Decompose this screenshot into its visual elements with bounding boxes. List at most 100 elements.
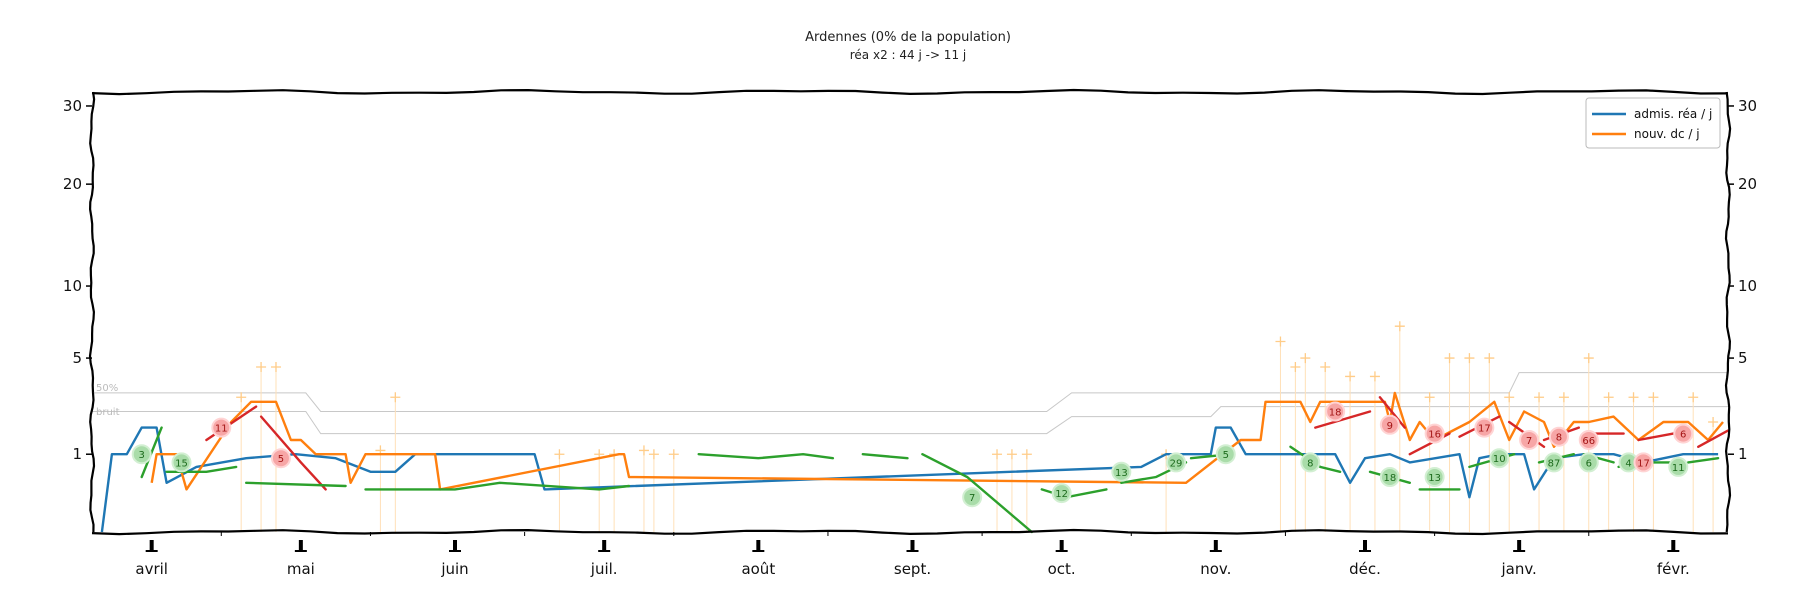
doubling-bubble	[1379, 467, 1400, 487]
legend-label-rea: admis. réa / j	[1634, 107, 1712, 121]
trend-down-segment	[1040, 488, 1108, 499]
daily-dc-marker	[1290, 362, 1301, 372]
chart-title: Ardennes (0% de la population)	[805, 30, 1011, 45]
daily-dc-marker	[1628, 392, 1639, 403]
doubling-bubble	[211, 417, 232, 438]
daily-dc-marker	[668, 449, 679, 460]
daily-dc-marker	[236, 392, 247, 403]
daily-dc-marker	[1424, 392, 1435, 403]
doubling-bubble	[171, 452, 192, 473]
doubling-label: 13	[1115, 468, 1128, 479]
doubling-label: 11	[1672, 463, 1685, 474]
doubling-bubble	[1633, 452, 1654, 473]
doubling-bubble	[1215, 444, 1236, 465]
noise-band-label-noise: bruit	[96, 407, 120, 418]
doubling-label: 16	[1428, 430, 1441, 441]
x-tick-mark	[453, 540, 458, 550]
doubling-bubble	[1578, 452, 1599, 473]
x-tick-mark	[1213, 540, 1218, 550]
daily-dc-marker	[1320, 362, 1331, 372]
doubling-bubble	[1489, 448, 1510, 469]
doubling-label: 66	[1582, 436, 1595, 447]
y-tick-label-right: 10	[1738, 277, 1757, 295]
y-tick-label-left: 20	[63, 175, 82, 193]
axis-right-border	[1724, 91, 1732, 533]
doubling-bubble	[1668, 456, 1689, 477]
doubling-label: 87	[1548, 458, 1561, 469]
trend-down-segment	[1289, 445, 1342, 473]
doubling-bubble	[1379, 414, 1400, 435]
doubling-label: 5	[1223, 450, 1229, 461]
daily-dc-marker	[1648, 392, 1659, 403]
doubling-label: 6	[1586, 458, 1592, 469]
daily-dc-marker	[390, 392, 401, 403]
y-tick-label-left: 10	[63, 277, 82, 295]
doubling-bubble	[1543, 452, 1564, 473]
trend-up-segment	[1314, 410, 1372, 429]
doubling-label: 3	[139, 450, 145, 461]
trend-up-segment	[1637, 432, 1675, 442]
doubling-bubble	[1519, 429, 1540, 450]
doubling-label: 15	[175, 458, 188, 469]
daily-dc-marker	[648, 449, 659, 460]
daily-dc-marker	[1688, 392, 1699, 403]
x-tick-mark	[910, 540, 915, 550]
trend-down-segment	[697, 452, 835, 460]
doubling-bubble	[270, 448, 291, 469]
daily-dc-marker	[1021, 449, 1032, 460]
doubling-label: 7	[1526, 436, 1532, 447]
doubling-bubble	[1300, 452, 1321, 473]
doubling-bubble	[131, 444, 152, 465]
doubling-label: 6	[1680, 430, 1686, 441]
x-tick-label: mai	[287, 560, 315, 578]
daily-dc-marker	[992, 449, 1003, 460]
trend-up-segment	[259, 415, 327, 491]
doubling-label: 18	[1383, 473, 1396, 484]
x-tick-mark	[298, 540, 303, 550]
daily-dc-marker	[1603, 392, 1614, 403]
x-tick-label: oct.	[1048, 560, 1076, 578]
y-tick-label-right: 1	[1738, 445, 1748, 463]
doubling-label: 7	[969, 493, 975, 504]
doubling-bubble	[1325, 401, 1346, 422]
x-tick-mark	[1671, 540, 1676, 550]
doubling-bubble	[1051, 483, 1072, 504]
trend-down-segment	[1687, 457, 1720, 464]
doubling-label: 13	[1428, 473, 1441, 484]
x-tick-mark	[149, 540, 154, 550]
doubling-bubble	[1424, 467, 1445, 487]
doubling-label: 18	[1329, 408, 1342, 419]
daily-dc-marker	[554, 449, 565, 460]
daily-dc-marker	[1369, 371, 1380, 382]
x-tick-mark	[1517, 540, 1522, 550]
doubling-label: 29	[1170, 458, 1183, 469]
x-tick-label: août	[741, 560, 775, 578]
legend-box	[1585, 97, 1721, 149]
doubling-bubble	[1166, 452, 1187, 473]
y-tick-label-left: 5	[72, 349, 82, 367]
doubling-label: 12	[1055, 489, 1068, 500]
x-tick-label: nov.	[1200, 560, 1231, 578]
doubling-label: 9	[1387, 421, 1393, 432]
trend-down-segment	[364, 481, 631, 491]
doubling-label: 8	[1556, 433, 1562, 444]
x-tick-label: janv.	[1500, 560, 1536, 578]
daily-dc-marker	[1300, 353, 1311, 364]
doubling-label: 5	[278, 454, 284, 465]
noise-band-50-line	[92, 372, 1728, 412]
daily-dc-marker	[1583, 353, 1594, 364]
y-tick-label-right: 30	[1738, 97, 1757, 115]
daily-dc-marker	[1444, 353, 1455, 364]
trend-down-segment	[921, 453, 1033, 534]
x-tick-mark	[602, 540, 607, 550]
x-tick-label: févr.	[1657, 560, 1690, 578]
daily-dc-marker	[270, 362, 281, 372]
doubling-label: 17	[1637, 458, 1650, 469]
doubling-bubble	[1578, 429, 1599, 450]
axis-bottom-border	[91, 528, 1729, 536]
daily-dc-marker	[1708, 417, 1719, 427]
trend-up-segment	[1378, 396, 1406, 429]
doubling-label: 8	[1307, 458, 1313, 469]
daily-dc-marker	[1464, 353, 1475, 364]
